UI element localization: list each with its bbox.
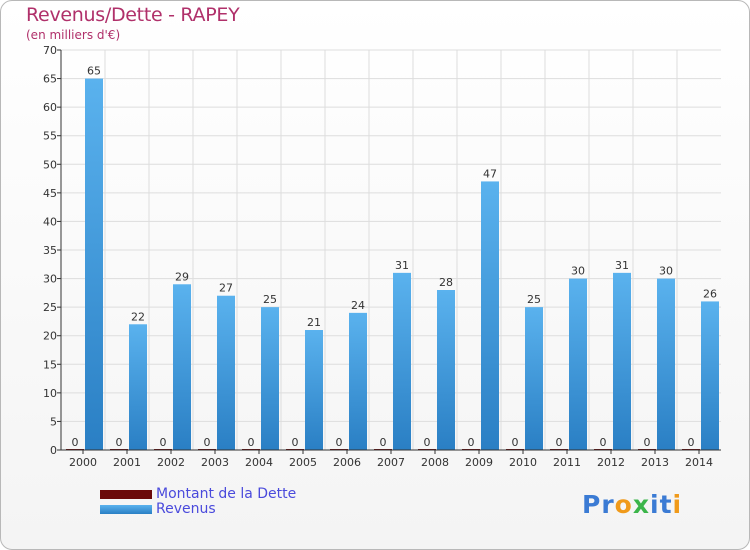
data-label-dette: 0 <box>72 436 79 449</box>
bar-revenus <box>613 272 631 450</box>
logo-letter: o <box>614 490 633 519</box>
y-tick-label: 60 <box>43 101 57 114</box>
x-tick-label: 2010 <box>509 456 537 469</box>
legend-label-revenus: Revenus <box>156 501 216 517</box>
proxiti-logo: Proxiti <box>582 490 682 519</box>
y-tick-label: 70 <box>43 44 57 57</box>
data-label-revenus: 24 <box>351 299 365 312</box>
x-tick-label: 2013 <box>641 456 669 469</box>
bar-revenus <box>261 307 279 450</box>
bar-revenus <box>437 290 455 450</box>
data-label-dette: 0 <box>116 436 123 449</box>
y-tick-label: 50 <box>43 158 57 171</box>
data-label-revenus: 65 <box>87 65 101 78</box>
data-label-dette: 0 <box>204 436 211 449</box>
legend-swatch-dette <box>100 489 152 499</box>
data-label-revenus: 28 <box>439 276 453 289</box>
y-tick-label: 40 <box>43 215 57 228</box>
legend-swatch-revenus <box>100 504 152 514</box>
bar-revenus <box>217 295 235 450</box>
logo-letter: r <box>601 490 615 519</box>
y-tick-label: 35 <box>43 244 57 257</box>
data-label-dette: 0 <box>292 436 299 449</box>
data-label-dette: 0 <box>248 436 255 449</box>
x-tick-label: 2006 <box>333 456 361 469</box>
x-tick-label: 2003 <box>201 456 229 469</box>
x-tick-label: 2002 <box>157 456 185 469</box>
data-label-revenus: 47 <box>483 167 497 180</box>
bar-revenus <box>349 312 367 450</box>
x-tick-label: 2014 <box>685 456 713 469</box>
data-label-dette: 0 <box>336 436 343 449</box>
x-tick-label: 2011 <box>553 456 581 469</box>
x-tick-label: 2001 <box>113 456 141 469</box>
bar-revenus <box>569 278 587 450</box>
y-tick-label: 10 <box>43 387 57 400</box>
data-label-revenus: 25 <box>263 293 277 306</box>
y-tick-label: 15 <box>43 358 57 371</box>
logo-letter: i <box>650 490 660 519</box>
bar-revenus <box>305 330 323 450</box>
bar-revenus <box>393 272 411 450</box>
y-tick-label: 25 <box>43 301 57 314</box>
data-label-dette: 0 <box>380 436 387 449</box>
chart-title: Revenus/Dette - RAPEY <box>26 4 240 26</box>
bar-revenus <box>129 324 147 450</box>
data-label-dette: 0 <box>512 436 519 449</box>
data-label-revenus: 29 <box>175 270 189 283</box>
x-tick-label: 2009 <box>465 456 493 469</box>
x-tick-label: 2007 <box>377 456 405 469</box>
legend-label-dette: Montant de la Dette <box>156 486 297 502</box>
x-tick-label: 2000 <box>69 456 97 469</box>
x-tick-label: 2005 <box>289 456 317 469</box>
bar-revenus <box>701 301 719 450</box>
data-label-dette: 0 <box>688 436 695 449</box>
logo-letter: t <box>659 490 673 519</box>
data-label-dette: 0 <box>644 436 651 449</box>
y-tick-label: 0 <box>50 444 57 457</box>
y-tick-label: 5 <box>50 415 57 428</box>
data-label-dette: 0 <box>424 436 431 449</box>
logo-letter: P <box>582 490 602 519</box>
data-label-dette: 0 <box>600 436 607 449</box>
bar-revenus <box>481 181 499 450</box>
data-label-revenus: 26 <box>703 287 717 300</box>
x-tick-label: 2004 <box>245 456 273 469</box>
y-tick-label: 65 <box>43 73 57 86</box>
data-label-revenus: 21 <box>307 316 321 329</box>
bar-revenus <box>173 284 191 450</box>
chart-subtitle: (en milliers d'€) <box>26 28 121 42</box>
data-label-dette: 0 <box>556 436 563 449</box>
data-label-revenus: 25 <box>527 293 541 306</box>
y-tick-label: 55 <box>43 130 57 143</box>
data-label-dette: 0 <box>160 436 167 449</box>
bar-revenus <box>85 78 103 451</box>
bar-revenus <box>525 307 543 450</box>
y-tick-label: 20 <box>43 330 57 343</box>
y-tick-label: 45 <box>43 187 57 200</box>
x-tick-label: 2008 <box>421 456 449 469</box>
data-label-revenus: 22 <box>131 310 145 323</box>
x-tick-label: 2012 <box>597 456 625 469</box>
data-label-revenus: 30 <box>571 265 585 278</box>
logo-letter: x <box>632 490 650 519</box>
y-tick-label: 30 <box>43 273 57 286</box>
legend-item-revenus: Revenus <box>100 501 216 517</box>
data-label-revenus: 31 <box>395 259 409 272</box>
legend-item-dette: Montant de la Dette <box>100 486 297 502</box>
bar-revenus <box>657 278 675 450</box>
data-label-revenus: 31 <box>615 259 629 272</box>
logo-letter: i <box>672 490 683 519</box>
data-label-revenus: 30 <box>659 265 673 278</box>
data-label-dette: 0 <box>468 436 475 449</box>
data-label-revenus: 27 <box>219 282 233 295</box>
